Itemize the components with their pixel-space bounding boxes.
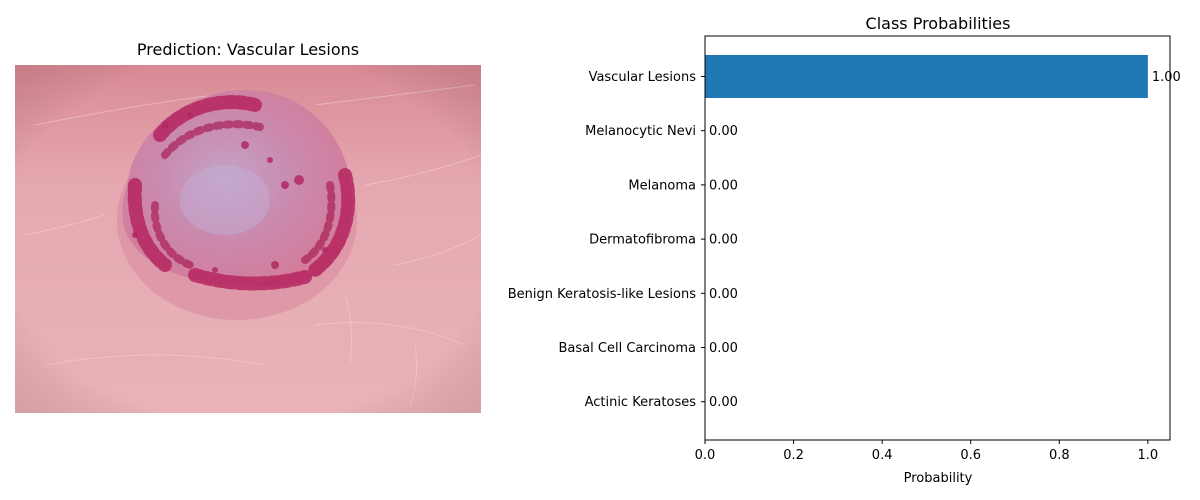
data-label-5: 0.00 <box>709 287 738 302</box>
x-tick-label-3: 0.4 <box>872 448 893 463</box>
y-tick-label-3: Melanoma <box>628 178 696 193</box>
y-tick-label-1: Vascular Lesions <box>589 70 697 85</box>
data-label-6: 0.00 <box>709 341 738 356</box>
skin-lesion-image <box>15 65 481 413</box>
x-tick-label-6: 1.0 <box>1138 448 1159 463</box>
y-tick-label-7: Actinic Keratoses <box>585 395 697 410</box>
axes-layer: Vascular Lesions Melanocytic Nevi Melanoma… <box>508 35 1171 463</box>
x-axis-label: Probability <box>904 471 973 486</box>
x-tick-label-2: 0.2 <box>783 448 804 463</box>
y-tick-label-5: Benign Keratosis-like Lesions <box>508 287 696 302</box>
data-label-7: 0.00 <box>709 395 738 410</box>
x-tick-label-5: 0.8 <box>1049 448 1070 463</box>
data-label-3: 0.00 <box>709 178 738 193</box>
data-label-4: 0.00 <box>709 233 738 248</box>
y-tick-label-2: Melanocytic Nevi <box>585 124 696 139</box>
bar-1 <box>705 55 1148 98</box>
plot-frame <box>704 35 1171 441</box>
data-label-2: 0.00 <box>709 124 738 139</box>
bars-layer: 1.00 0.00 0.00 0.00 0.00 0.00 0.00 <box>705 55 1181 410</box>
y-tick-label-6: Basal Cell Carcinoma <box>559 341 696 356</box>
data-label-1: 1.00 <box>1152 70 1181 85</box>
y-tick-label-4: Dermatofibroma <box>589 233 696 248</box>
prediction-title: Prediction: Vascular Lesions <box>136 40 360 59</box>
x-tick-label-1: 0.0 <box>695 448 716 463</box>
chart-title: Class Probabilities <box>866 14 1011 33</box>
x-tick-label-4: 0.6 <box>960 448 981 463</box>
